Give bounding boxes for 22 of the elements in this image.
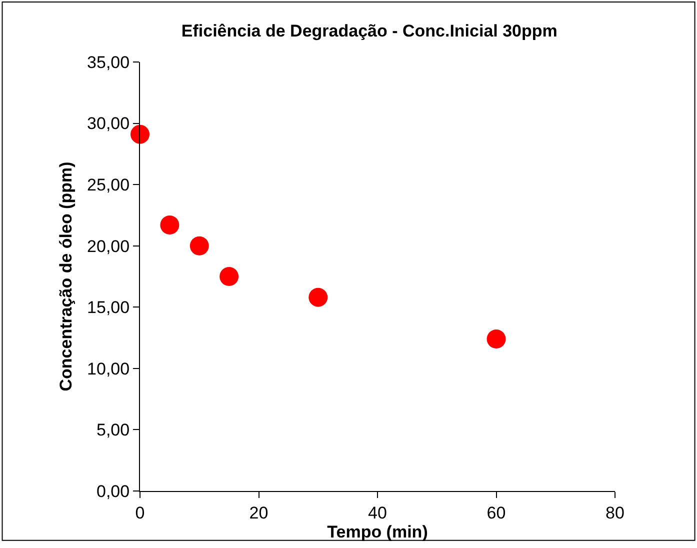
point	[190, 236, 209, 256]
x-tick-label: 60	[486, 503, 506, 522]
y-tick-label: 35,00	[87, 52, 130, 72]
x-tick-label: 40	[368, 503, 387, 522]
point	[160, 216, 180, 235]
chart-title: Eficiência de Degradação - Conc.Inicial 30ppm	[181, 22, 558, 41]
y-tick-label: 30,00	[87, 114, 130, 134]
y-tick-label: 15,00	[87, 298, 130, 318]
x-tick-label: 0	[135, 503, 145, 522]
point	[220, 267, 239, 286]
y-tick-label: 25,00	[87, 176, 130, 195]
x-axis-title: Tempo (min)	[327, 522, 428, 542]
x-tick-label: 20	[249, 503, 268, 522]
x-tick-label: 80	[606, 503, 624, 522]
point	[308, 288, 328, 307]
point	[486, 330, 506, 348]
point	[130, 124, 150, 144]
y-tick-label: 0,00	[96, 482, 130, 501]
y-axis-title: Concentração de óleo (ppm)	[56, 162, 76, 392]
y-tick-label: 20,00	[87, 236, 130, 256]
y-tick-label: 10,00	[87, 359, 130, 378]
y-tick-label: 5,00	[96, 420, 130, 440]
